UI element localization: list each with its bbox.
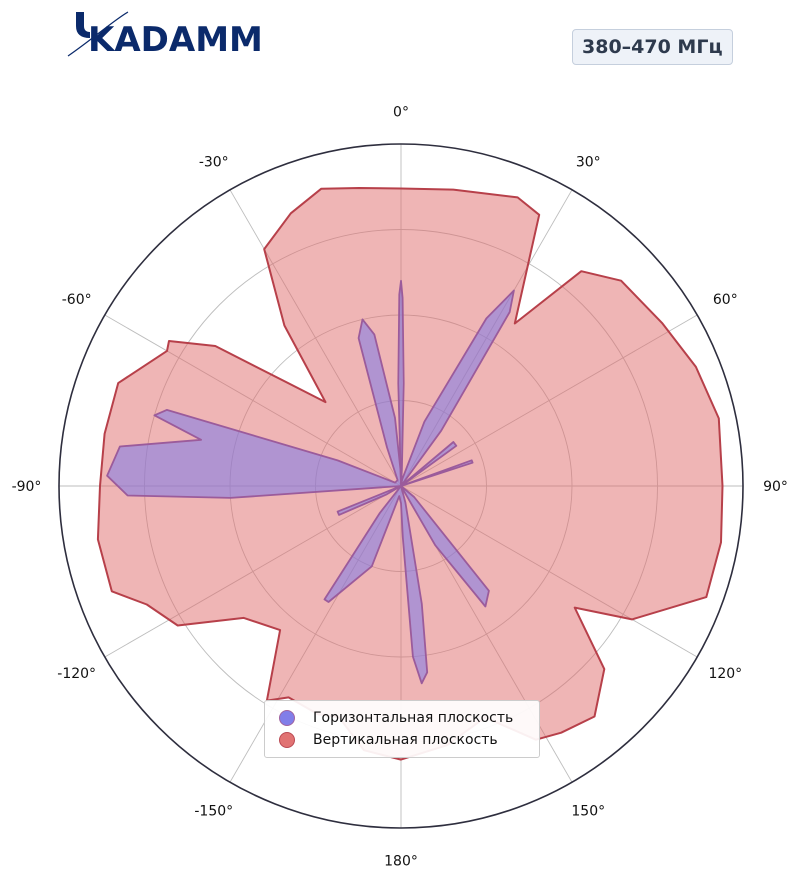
- angular-tick-label: -120°: [57, 666, 96, 682]
- angular-tick-labels: 0° 30° 60° 90° 120° 150° 180° -150° -120° -90° -60…: [12, 105, 788, 870]
- angular-tick-label: 150°: [571, 803, 605, 819]
- angular-tick-label: 30°: [576, 155, 601, 171]
- angular-tick-label: 180°: [384, 853, 418, 869]
- angular-tick-label: 120°: [708, 666, 742, 682]
- frequency-band-badge: 380–470 МГц: [572, 29, 733, 65]
- polar-outer-ring: [58, 143, 744, 829]
- angular-tick-label: -150°: [194, 803, 233, 819]
- legend-marker-horizontal: [279, 710, 295, 726]
- series-horizontal-area: [106, 279, 515, 685]
- angular-tick-label: -60°: [62, 292, 92, 308]
- logo-text: KADAMM: [88, 20, 263, 60]
- legend-item-vertical: Вертикальная плоскость: [279, 730, 498, 750]
- legend-marker-vertical: [279, 732, 295, 748]
- legend-item-horizontal: Горизонтальная плоскость: [279, 708, 513, 728]
- legend-label-vertical: Вертикальная плоскость: [313, 732, 498, 748]
- logo-mark-icon: [76, 12, 90, 38]
- angular-tick-label: 90°: [763, 479, 788, 495]
- angular-tick-label: -90°: [12, 479, 42, 495]
- angular-tick-label: 0°: [393, 105, 409, 121]
- angular-tick-label: 60°: [713, 292, 738, 308]
- angular-tick-label: -30°: [199, 155, 229, 171]
- legend: Горизонтальная плоскость Вертикальная пл…: [264, 700, 540, 758]
- kadamm-logo: [67, 11, 129, 57]
- series-layer: [96, 187, 724, 761]
- logo-swoosh: [67, 11, 129, 57]
- legend-label-horizontal: Горизонтальная плоскость: [313, 710, 514, 726]
